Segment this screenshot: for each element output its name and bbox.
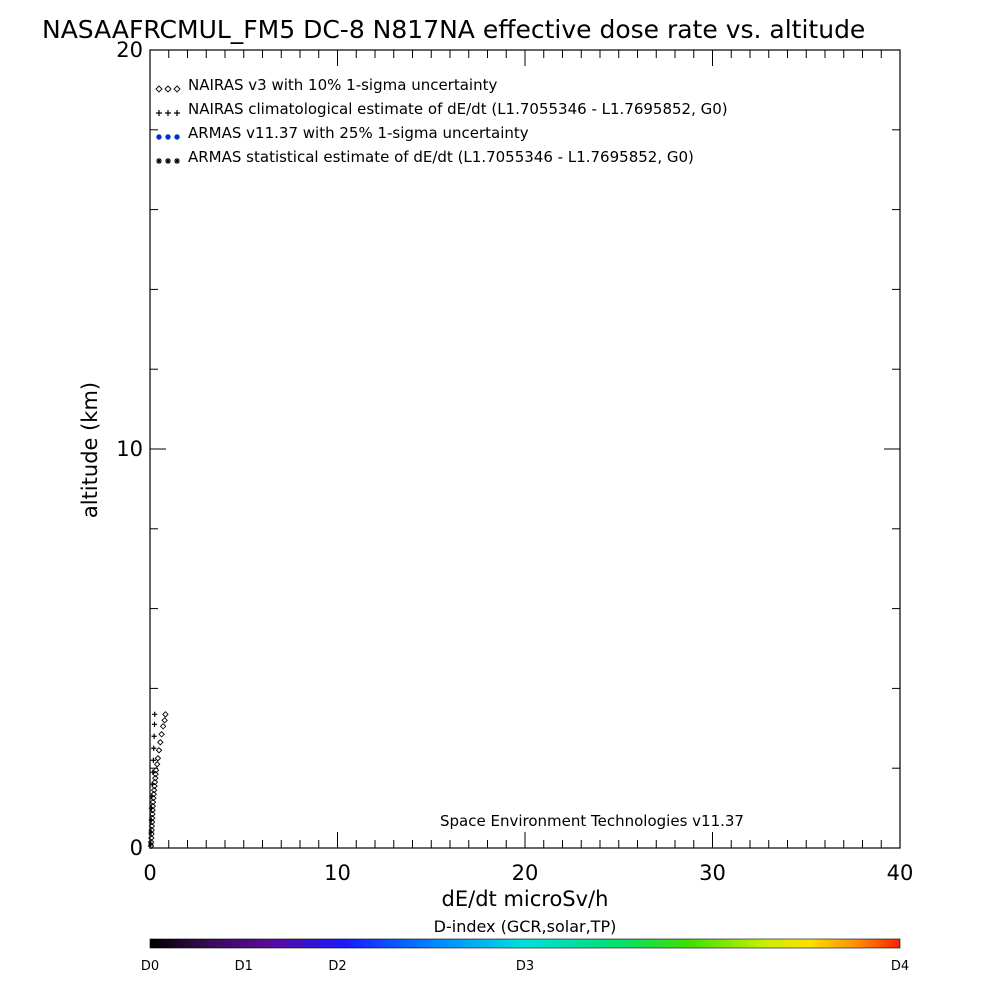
diamond-marker <box>162 711 169 718</box>
diamond-marker <box>147 842 155 850</box>
plus-marker <box>151 721 158 727</box>
plus-marker <box>156 110 162 116</box>
diamond-marker <box>152 766 160 774</box>
diamond-marker <box>155 85 163 93</box>
x-tick-label: 0 <box>143 861 156 885</box>
diamond-marker <box>151 778 159 786</box>
colorbar-label: D0 <box>141 959 159 974</box>
plus-marker <box>152 711 158 717</box>
colorbar-title: D-index (GCR,solar,TP) <box>434 917 617 936</box>
diamond-marker <box>152 774 159 782</box>
legend-label: NAIRAS climatological estimate of dE/dt … <box>188 100 728 118</box>
y-axis-label: altitude (km) <box>78 382 102 518</box>
y-tick-label: 20 <box>116 38 143 62</box>
diamond-marker <box>164 85 172 93</box>
diamond-marker <box>154 754 162 762</box>
diamond-marker <box>157 739 164 746</box>
dot-marker <box>165 134 171 140</box>
plus-marker <box>150 769 156 775</box>
plus-marker <box>174 110 180 116</box>
chart-title: NASAAFRCMUL_FM5 DC-8 N817NA effective do… <box>42 15 865 44</box>
data-series <box>147 711 169 850</box>
diamond-marker <box>150 786 158 794</box>
legend-label: ARMAS statistical estimate of dE/dt (L1.… <box>188 148 694 166</box>
asterisk-marker <box>156 158 162 164</box>
x-axis-label: dE/dt microSv/h <box>442 887 609 911</box>
diamond-marker <box>148 822 156 830</box>
plus-marker <box>150 757 156 763</box>
plus-marker <box>149 781 155 787</box>
series-diamond <box>147 711 169 850</box>
plus-marker <box>165 110 171 116</box>
plus-marker <box>148 841 154 847</box>
plus-marker <box>148 829 154 835</box>
x-axis-tick-labels: 0 10 20 30 40 <box>143 861 913 885</box>
diamond-marker <box>148 830 155 838</box>
y-tick-label: 10 <box>116 437 143 461</box>
legend: NAIRAS v3 with 10% 1-sigma uncertainty NA… <box>155 76 728 166</box>
diamond-marker <box>161 717 168 724</box>
diamond-marker <box>158 731 165 738</box>
colorbar-labels: D0 D1 D2 D3 D4 <box>141 959 909 974</box>
y-axis-tick-labels: 0 10 20 <box>116 38 143 860</box>
colorbar <box>149 938 901 949</box>
legend-label: NAIRAS v3 with 10% 1-sigma uncertainty <box>188 76 497 94</box>
diamond-marker <box>153 760 161 768</box>
colorbar-label: D2 <box>328 959 346 974</box>
plus-marker <box>151 745 157 751</box>
dot-marker <box>174 134 180 140</box>
legend-label: ARMAS v11.37 with 25% 1-sigma uncertaint… <box>188 124 529 142</box>
diamond-marker <box>173 85 181 93</box>
asterisk-marker <box>174 158 180 164</box>
x-tick-label: 30 <box>699 861 726 885</box>
colorbar-label: D4 <box>891 959 909 974</box>
diamond-marker <box>150 790 157 798</box>
x-tick-label: 20 <box>512 861 539 885</box>
diamond-marker <box>148 834 155 842</box>
diamond-marker <box>148 818 156 826</box>
diamond-marker <box>152 770 159 778</box>
y-tick-label: 0 <box>130 836 143 860</box>
plus-marker <box>148 817 154 823</box>
plus-marker <box>148 805 155 811</box>
diamond-marker <box>155 747 163 754</box>
x-tick-label: 10 <box>324 861 351 885</box>
plus-marker <box>149 793 155 799</box>
plus-marker <box>151 733 157 739</box>
diamond-marker <box>159 723 167 730</box>
plot-frame <box>149 49 901 849</box>
colorbar-label: D3 <box>516 959 534 974</box>
diamond-marker <box>149 810 156 818</box>
x-axis-ticks <box>149 50 901 848</box>
series-plus <box>148 711 158 847</box>
credit-annotation: Space Environment Technologies v11.37 <box>440 812 744 830</box>
diamond-marker <box>149 802 157 810</box>
asterisk-marker <box>165 158 171 164</box>
colorbar-label: D1 <box>235 959 253 974</box>
diamond-marker <box>149 798 157 806</box>
dot-marker <box>156 134 162 140</box>
diamond-marker <box>149 806 156 814</box>
y-axis-ticks <box>150 49 900 849</box>
diamond-marker <box>149 814 156 822</box>
x-tick-label: 40 <box>887 861 914 885</box>
